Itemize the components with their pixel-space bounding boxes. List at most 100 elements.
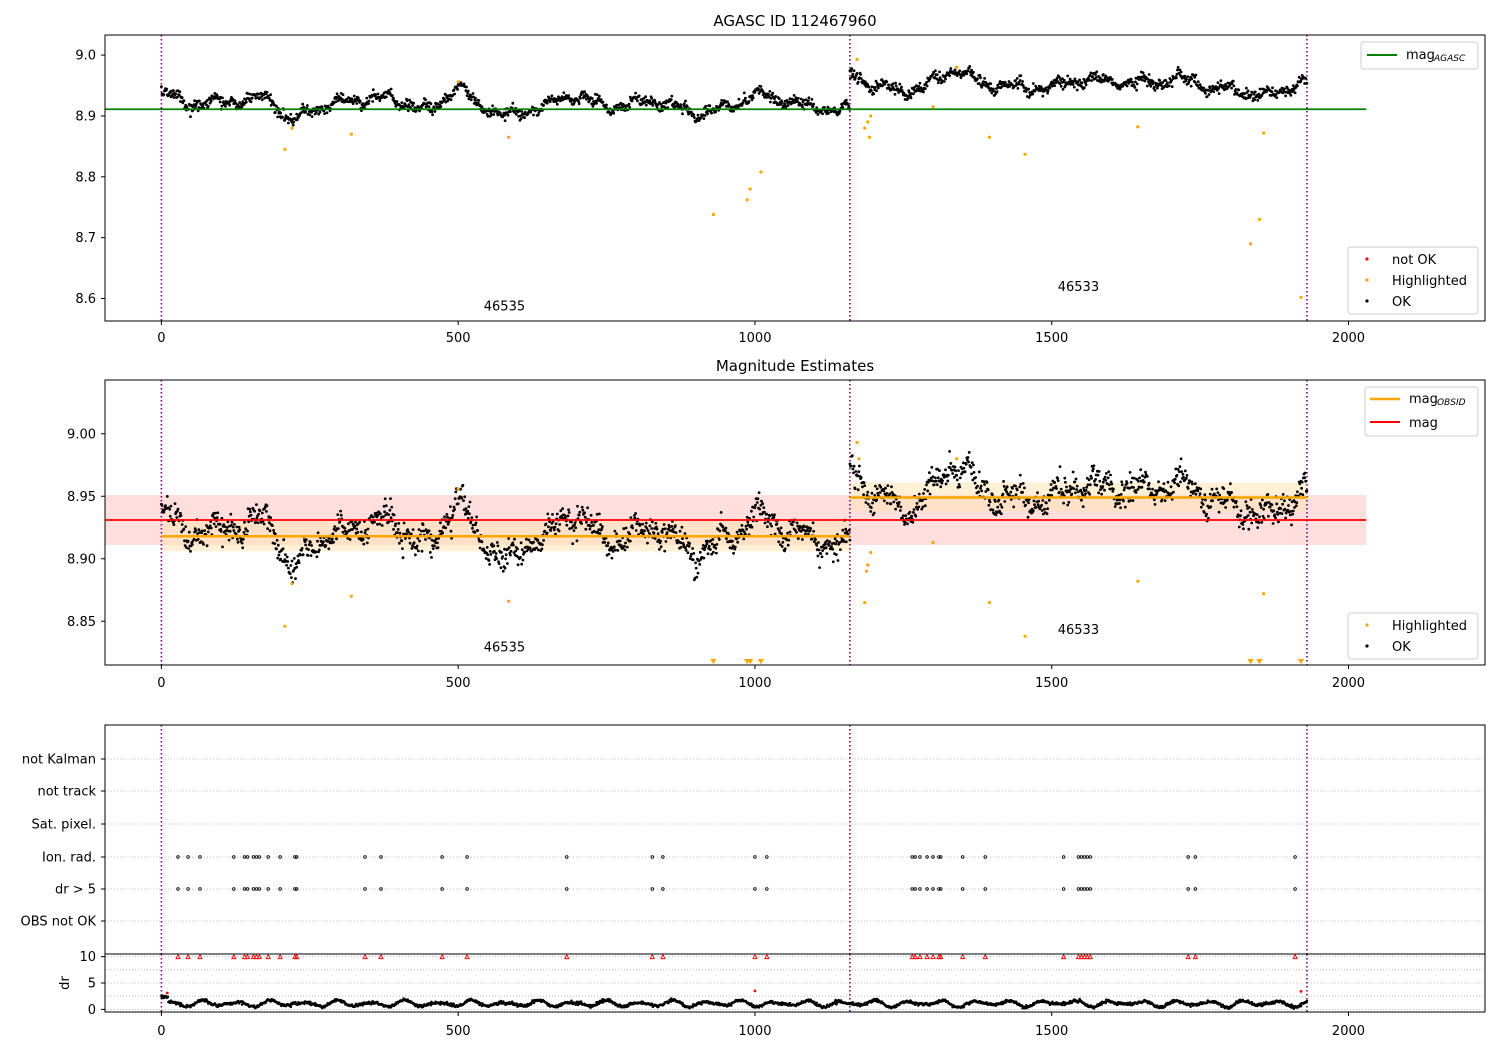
agasc-highlighted-point	[1248, 242, 1253, 246]
agasc-ok-point	[936, 81, 940, 85]
magnitude-ok-point	[164, 504, 167, 508]
agasc-ok-point	[224, 105, 227, 108]
x-tick-label: 1500	[1035, 331, 1068, 346]
magnitude-ok-point	[519, 541, 523, 545]
magnitude-ok-point	[976, 484, 979, 488]
magnitude-ok-point	[862, 493, 865, 497]
agasc-ok-point	[474, 96, 477, 100]
agasc-highlighted-point	[759, 170, 763, 174]
agasc-ok-point	[550, 94, 554, 98]
magnitude-ok-point	[336, 513, 340, 516]
magnitude-ok-point	[1259, 506, 1263, 509]
dr-point	[289, 1005, 293, 1009]
magnitude-ok-point	[397, 522, 401, 525]
magnitude-ok-point	[663, 549, 667, 553]
agasc-ok-point	[847, 104, 851, 108]
magnitude-ok-point	[415, 547, 418, 550]
magnitude-ok-point	[255, 516, 259, 520]
magnitude-ok-point	[828, 540, 832, 544]
agasc-ok-point	[315, 105, 319, 109]
magnitude-ok-point	[872, 511, 876, 515]
agasc-ok-point	[469, 98, 473, 102]
magnitude-ok-point	[415, 544, 419, 548]
agasc-ok-point	[826, 105, 830, 109]
agasc-ok-point	[767, 93, 770, 97]
magnitude-ok-point	[175, 516, 179, 519]
agasc-ok-point	[816, 113, 820, 116]
magnitude-ok-point	[266, 527, 269, 530]
magnitude-ok-point	[750, 509, 753, 513]
agasc-ok-point	[696, 113, 700, 117]
agasc-highlighted-point	[748, 187, 752, 191]
magnitude-upper-legend: mag OBSID mag	[1364, 386, 1479, 437]
agasc-ok-point	[408, 98, 411, 102]
magnitude-ok-point	[1107, 483, 1111, 487]
magnitude-ok-point	[762, 506, 766, 510]
agasc-ok-point	[900, 85, 903, 89]
magnitude-ok-point	[398, 531, 402, 535]
magnitude-ok-point	[641, 522, 645, 526]
agasc-ok-point	[877, 86, 880, 90]
agasc-ok-point	[802, 98, 805, 102]
magnitude-ok-point	[248, 507, 252, 511]
magnitude-ok-point	[503, 547, 506, 551]
magnitude-ok-point	[601, 525, 604, 528]
magnitude-ok-point	[194, 529, 198, 533]
legend-highlighted-label: Highlighted	[1392, 619, 1467, 634]
magnitude-ok-point	[296, 554, 300, 558]
magnitude-ok-point	[1034, 505, 1038, 509]
agasc-ok-point	[444, 94, 448, 97]
magnitude-ok-point	[389, 516, 393, 520]
magnitude-ok-point	[588, 527, 592, 531]
magnitude-ok-point	[1290, 523, 1293, 527]
agasc-ok-point	[182, 99, 186, 103]
magnitude-ok-point	[684, 548, 688, 552]
agasc-ok-point	[634, 91, 637, 95]
agasc-ok-point	[1207, 88, 1210, 92]
agasc-ok-point	[430, 110, 434, 114]
magnitude-ok-point	[1024, 503, 1027, 507]
agasc-ok-point	[765, 96, 769, 99]
magnitude-ok-point	[384, 504, 388, 508]
agasc-ok-point	[1291, 84, 1295, 87]
magnitude-ok-point	[735, 537, 738, 541]
magnitude-ok-point	[387, 513, 391, 516]
magnitude-ok-point	[379, 512, 382, 516]
magnitude-ok-point	[882, 489, 886, 493]
agasc-ok-point	[1089, 71, 1093, 75]
magnitude-ok-point	[810, 537, 814, 541]
agasc-ok-point	[1084, 83, 1088, 87]
agasc-ok-point	[605, 103, 608, 107]
magnitude-ok-point	[962, 466, 966, 470]
flag-point	[186, 887, 190, 891]
magnitude-ok-point	[405, 532, 408, 535]
magnitude-ok-point	[1074, 477, 1078, 481]
agasc-ok-point	[796, 96, 800, 100]
magnitude-ok-point	[1262, 507, 1265, 511]
magnitude-ok-point	[536, 538, 540, 542]
agasc-ok-point	[452, 88, 456, 92]
magnitude-ok-point	[541, 543, 544, 547]
agasc-ok-point	[983, 77, 986, 80]
agasc-highlighted-point	[1262, 131, 1266, 135]
agasc-ok-point	[627, 102, 631, 106]
magnitude-ok-point	[396, 531, 399, 534]
agasc-ok-point	[320, 105, 324, 109]
magnitude-ok-point	[970, 472, 973, 476]
flag-category-label: Sat. pixel.	[32, 818, 96, 833]
agasc-ok-point	[350, 97, 354, 101]
agasc-ok-point	[1230, 82, 1234, 86]
agasc-ok-point	[334, 100, 338, 104]
agasc-ok-point	[300, 111, 303, 114]
agasc-ok-point	[384, 95, 388, 99]
magnitude-ok-point	[1142, 480, 1146, 484]
magnitude-ok-point	[707, 544, 711, 548]
magnitude-ok-point	[1138, 476, 1141, 480]
agasc-ok-point	[751, 94, 754, 97]
magnitude-ok-point	[492, 544, 496, 548]
magnitude-ok-point	[967, 460, 970, 464]
flag-point	[983, 855, 987, 859]
agasc-ok-point	[801, 105, 804, 109]
magnitude-ok-point	[987, 503, 991, 507]
magnitude-ok-point	[451, 513, 455, 517]
